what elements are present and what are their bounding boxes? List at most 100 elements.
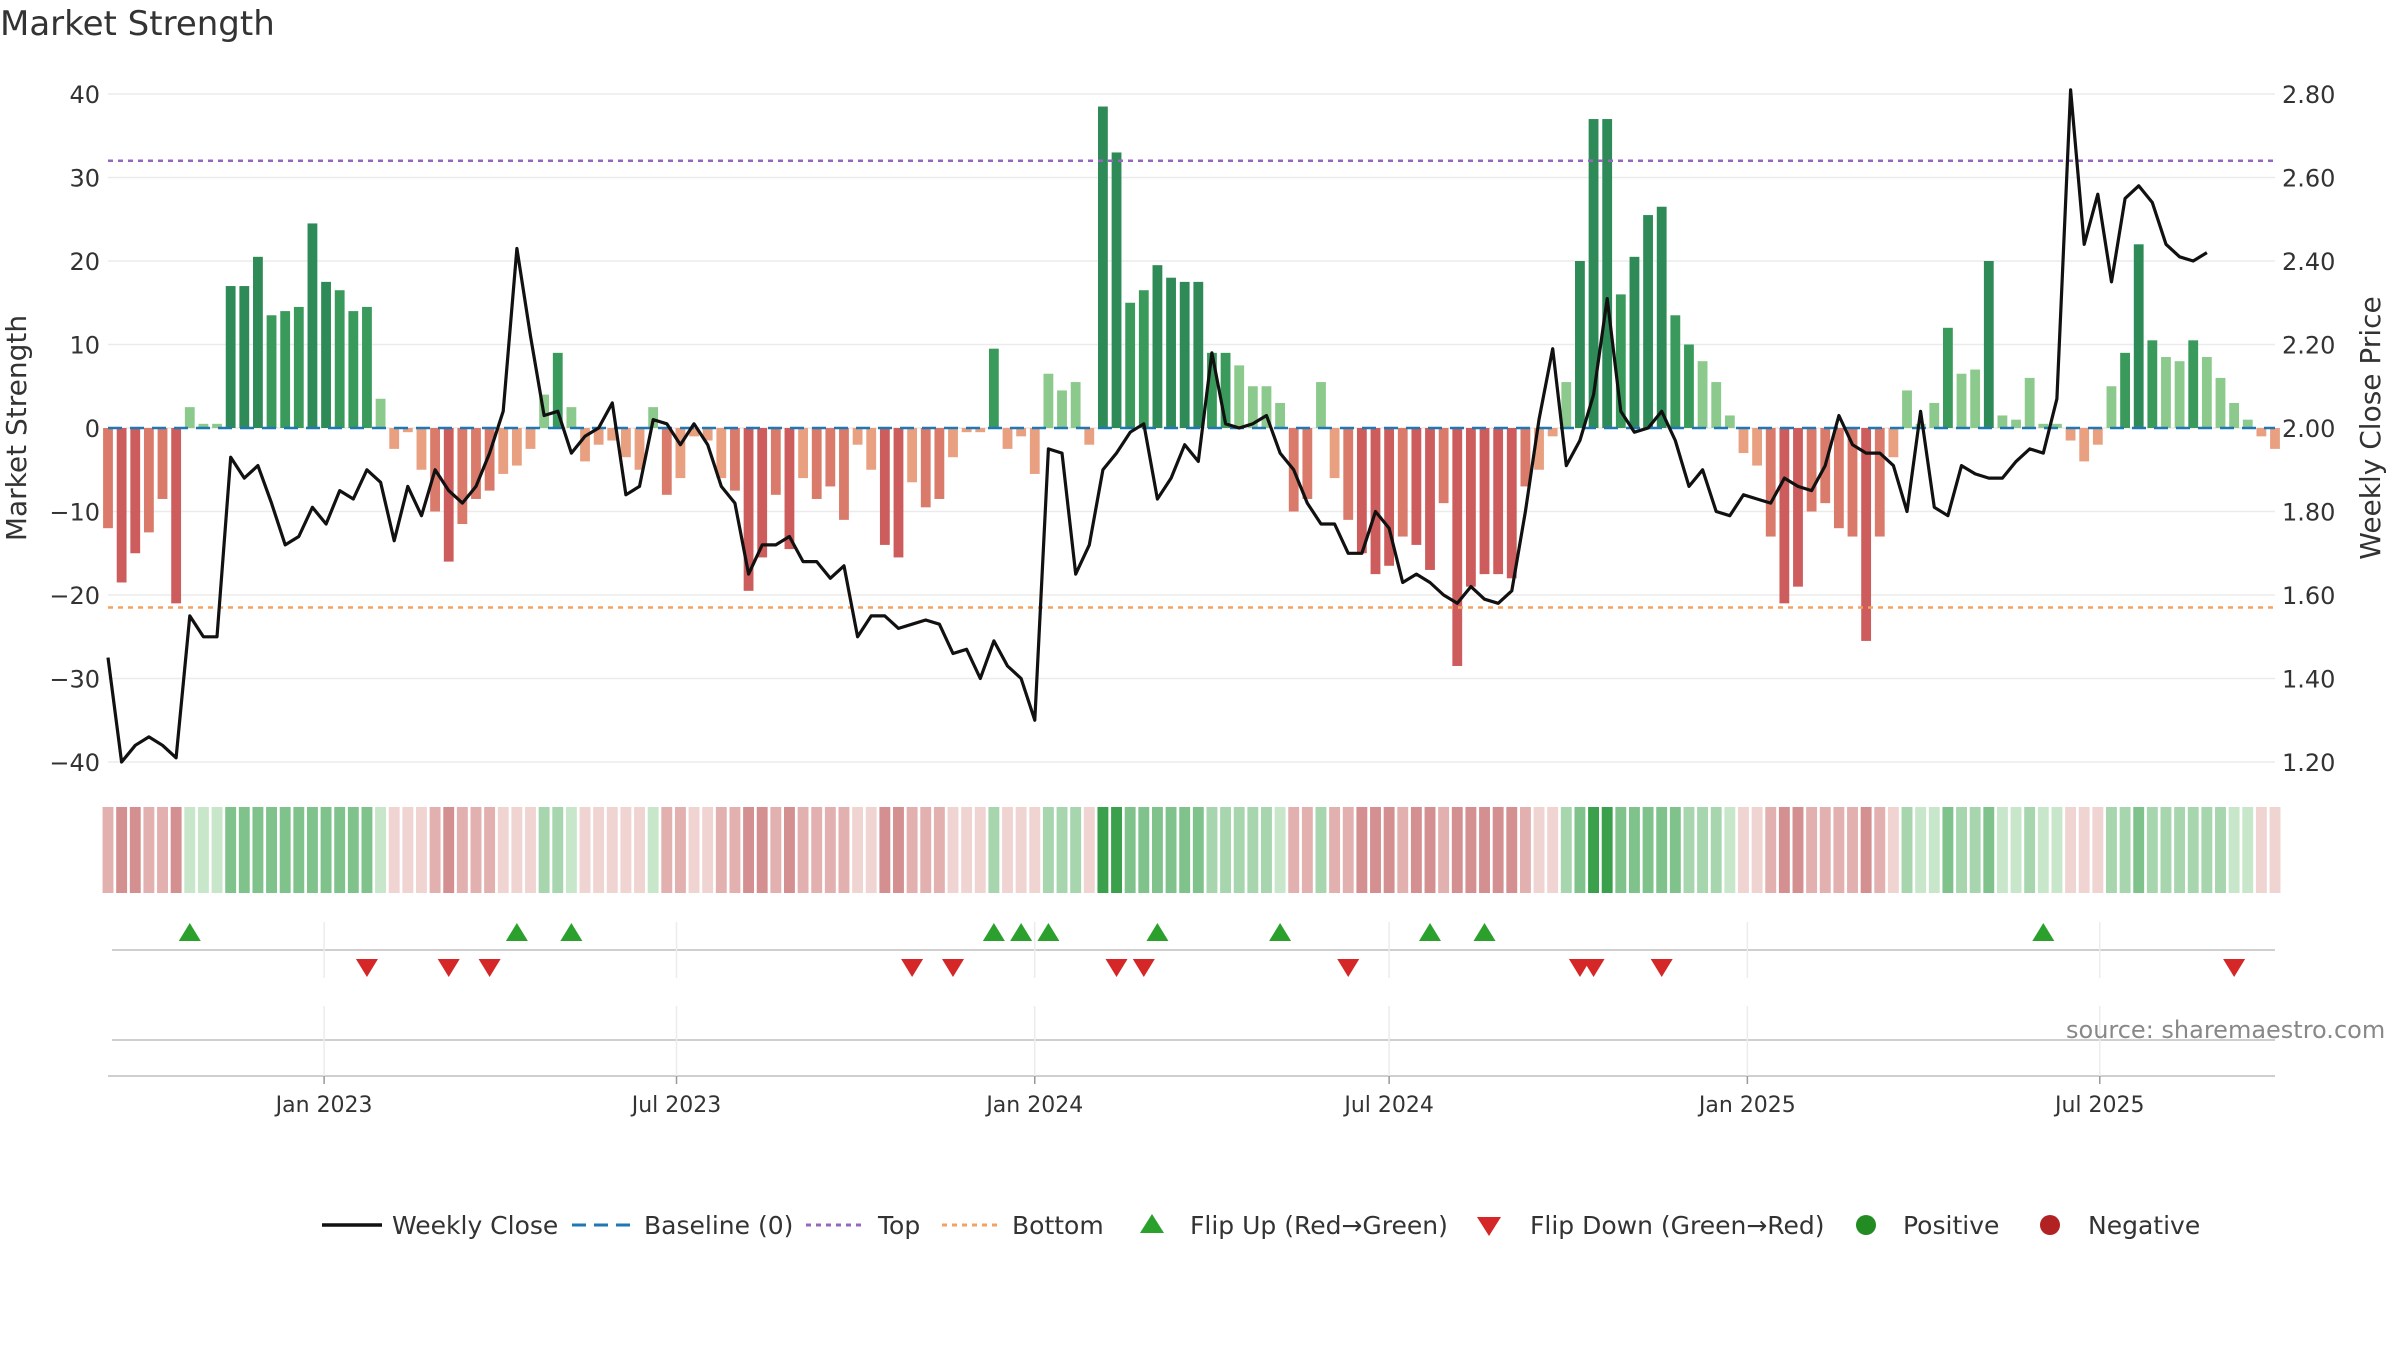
heat-cell [1969, 807, 1981, 893]
strength-bar [389, 428, 400, 449]
strength-bar [2242, 419, 2253, 428]
heat-cell [2106, 807, 2117, 893]
heat-cell [1383, 807, 1395, 893]
heat-cell [470, 807, 482, 893]
heat-cell [1928, 807, 1940, 893]
strength-bar [1942, 327, 1953, 428]
strength-bar [280, 311, 291, 428]
heat-cell [184, 807, 196, 893]
heat-cell [538, 807, 550, 893]
strength-bar [1220, 352, 1231, 428]
heat-cell [1451, 807, 1463, 893]
heat-cell [920, 807, 932, 893]
x-tick-label: Jan 2024 [984, 1093, 1083, 1118]
heat-cell [320, 807, 332, 893]
heat-cell [1151, 807, 1163, 893]
heat-cell [116, 807, 128, 893]
strength-bar [852, 428, 863, 445]
legend-label: Top [877, 1211, 920, 1240]
heat-cell [238, 807, 250, 893]
heat-cell [1656, 807, 1668, 893]
flip-up-marker [560, 923, 583, 941]
strength-bar [1997, 415, 2008, 428]
strength-bar [2133, 244, 2144, 428]
heat-cell [2133, 807, 2145, 893]
strength-bar [2188, 340, 2199, 428]
strength-bar [1247, 386, 1258, 428]
heat-cell [1751, 807, 1763, 893]
heat-cell [1574, 807, 1586, 893]
heat-cell [1601, 807, 1613, 893]
strength-bar [811, 428, 822, 499]
heat-cell [1956, 807, 1967, 893]
right-tick-label: 1.40 [2282, 666, 2335, 694]
strength-bar [1643, 215, 1653, 428]
strength-bar [1261, 386, 1272, 428]
heat-cell [1220, 807, 1232, 893]
heat-cell [2010, 807, 2022, 893]
flip-down-marker [355, 959, 378, 977]
flip-up-marker [1473, 923, 1496, 941]
strength-bar [1138, 290, 1149, 428]
strength-bar [593, 428, 604, 445]
heat-cell [2228, 807, 2240, 893]
heat-cell [1111, 807, 1122, 893]
heat-cell [1165, 807, 1177, 893]
weekly-close-line [106, 88, 2208, 764]
strength-bar [2174, 361, 2185, 428]
heat-cell [1792, 807, 1804, 893]
strength-bar [239, 286, 250, 428]
strength-bar [1765, 428, 1776, 537]
strength-bar [948, 428, 958, 458]
heat-cell [661, 807, 673, 893]
heat-cell [552, 807, 564, 893]
strength-bar [212, 423, 222, 428]
strength-bar [1561, 382, 1572, 428]
strength-bar [2120, 352, 2130, 428]
strength-bar [225, 286, 236, 428]
strength-bar [1929, 402, 1940, 428]
strength-bar [988, 348, 999, 428]
left-tick-label: 40 [69, 81, 100, 109]
heat-cell [838, 807, 850, 893]
flip-down-marker [2223, 959, 2246, 977]
strength-bar [1152, 265, 1163, 428]
heat-cell [1901, 807, 1913, 893]
strength-bar [1970, 369, 1981, 428]
strength-bar [334, 290, 345, 428]
strength-bar [362, 306, 372, 428]
strength-bar [198, 423, 209, 428]
strength-bar [2201, 357, 2212, 428]
strength-bar [1316, 382, 1326, 428]
strength-bar [1520, 428, 1531, 487]
heat-cell [1683, 807, 1695, 893]
legend-negative-swatch [2040, 1215, 2060, 1235]
heat-cell [2037, 807, 2049, 893]
strength-bar [1356, 428, 1367, 554]
heat-cell [634, 807, 645, 893]
left-tick-label: 30 [69, 165, 100, 193]
heat-cell [1002, 807, 1013, 893]
left-axis-title: Market Strength [0, 315, 33, 541]
strength-bar [1588, 119, 1599, 429]
strength-bar [2011, 419, 2021, 428]
strength-bar [1043, 373, 1054, 428]
heat-cell [852, 807, 864, 893]
strength-bar [1111, 152, 1122, 428]
strength-bar [1193, 281, 1204, 428]
strength-bar [743, 428, 754, 591]
heat-cell [1424, 807, 1436, 893]
heat-cell [1083, 807, 1095, 893]
strength-bar [130, 428, 141, 554]
strength-bar [1847, 428, 1858, 537]
heat-cell [388, 807, 400, 893]
heat-cell [1819, 807, 1831, 893]
strength-bars [103, 106, 2280, 666]
strength-bar [770, 428, 781, 495]
heat-cell [1560, 807, 1572, 893]
strength-bar [2215, 377, 2226, 428]
heat-cell [361, 807, 373, 893]
heat-cell [783, 807, 795, 893]
strength-bar [1793, 428, 1803, 587]
heat-cell [2187, 807, 2199, 893]
